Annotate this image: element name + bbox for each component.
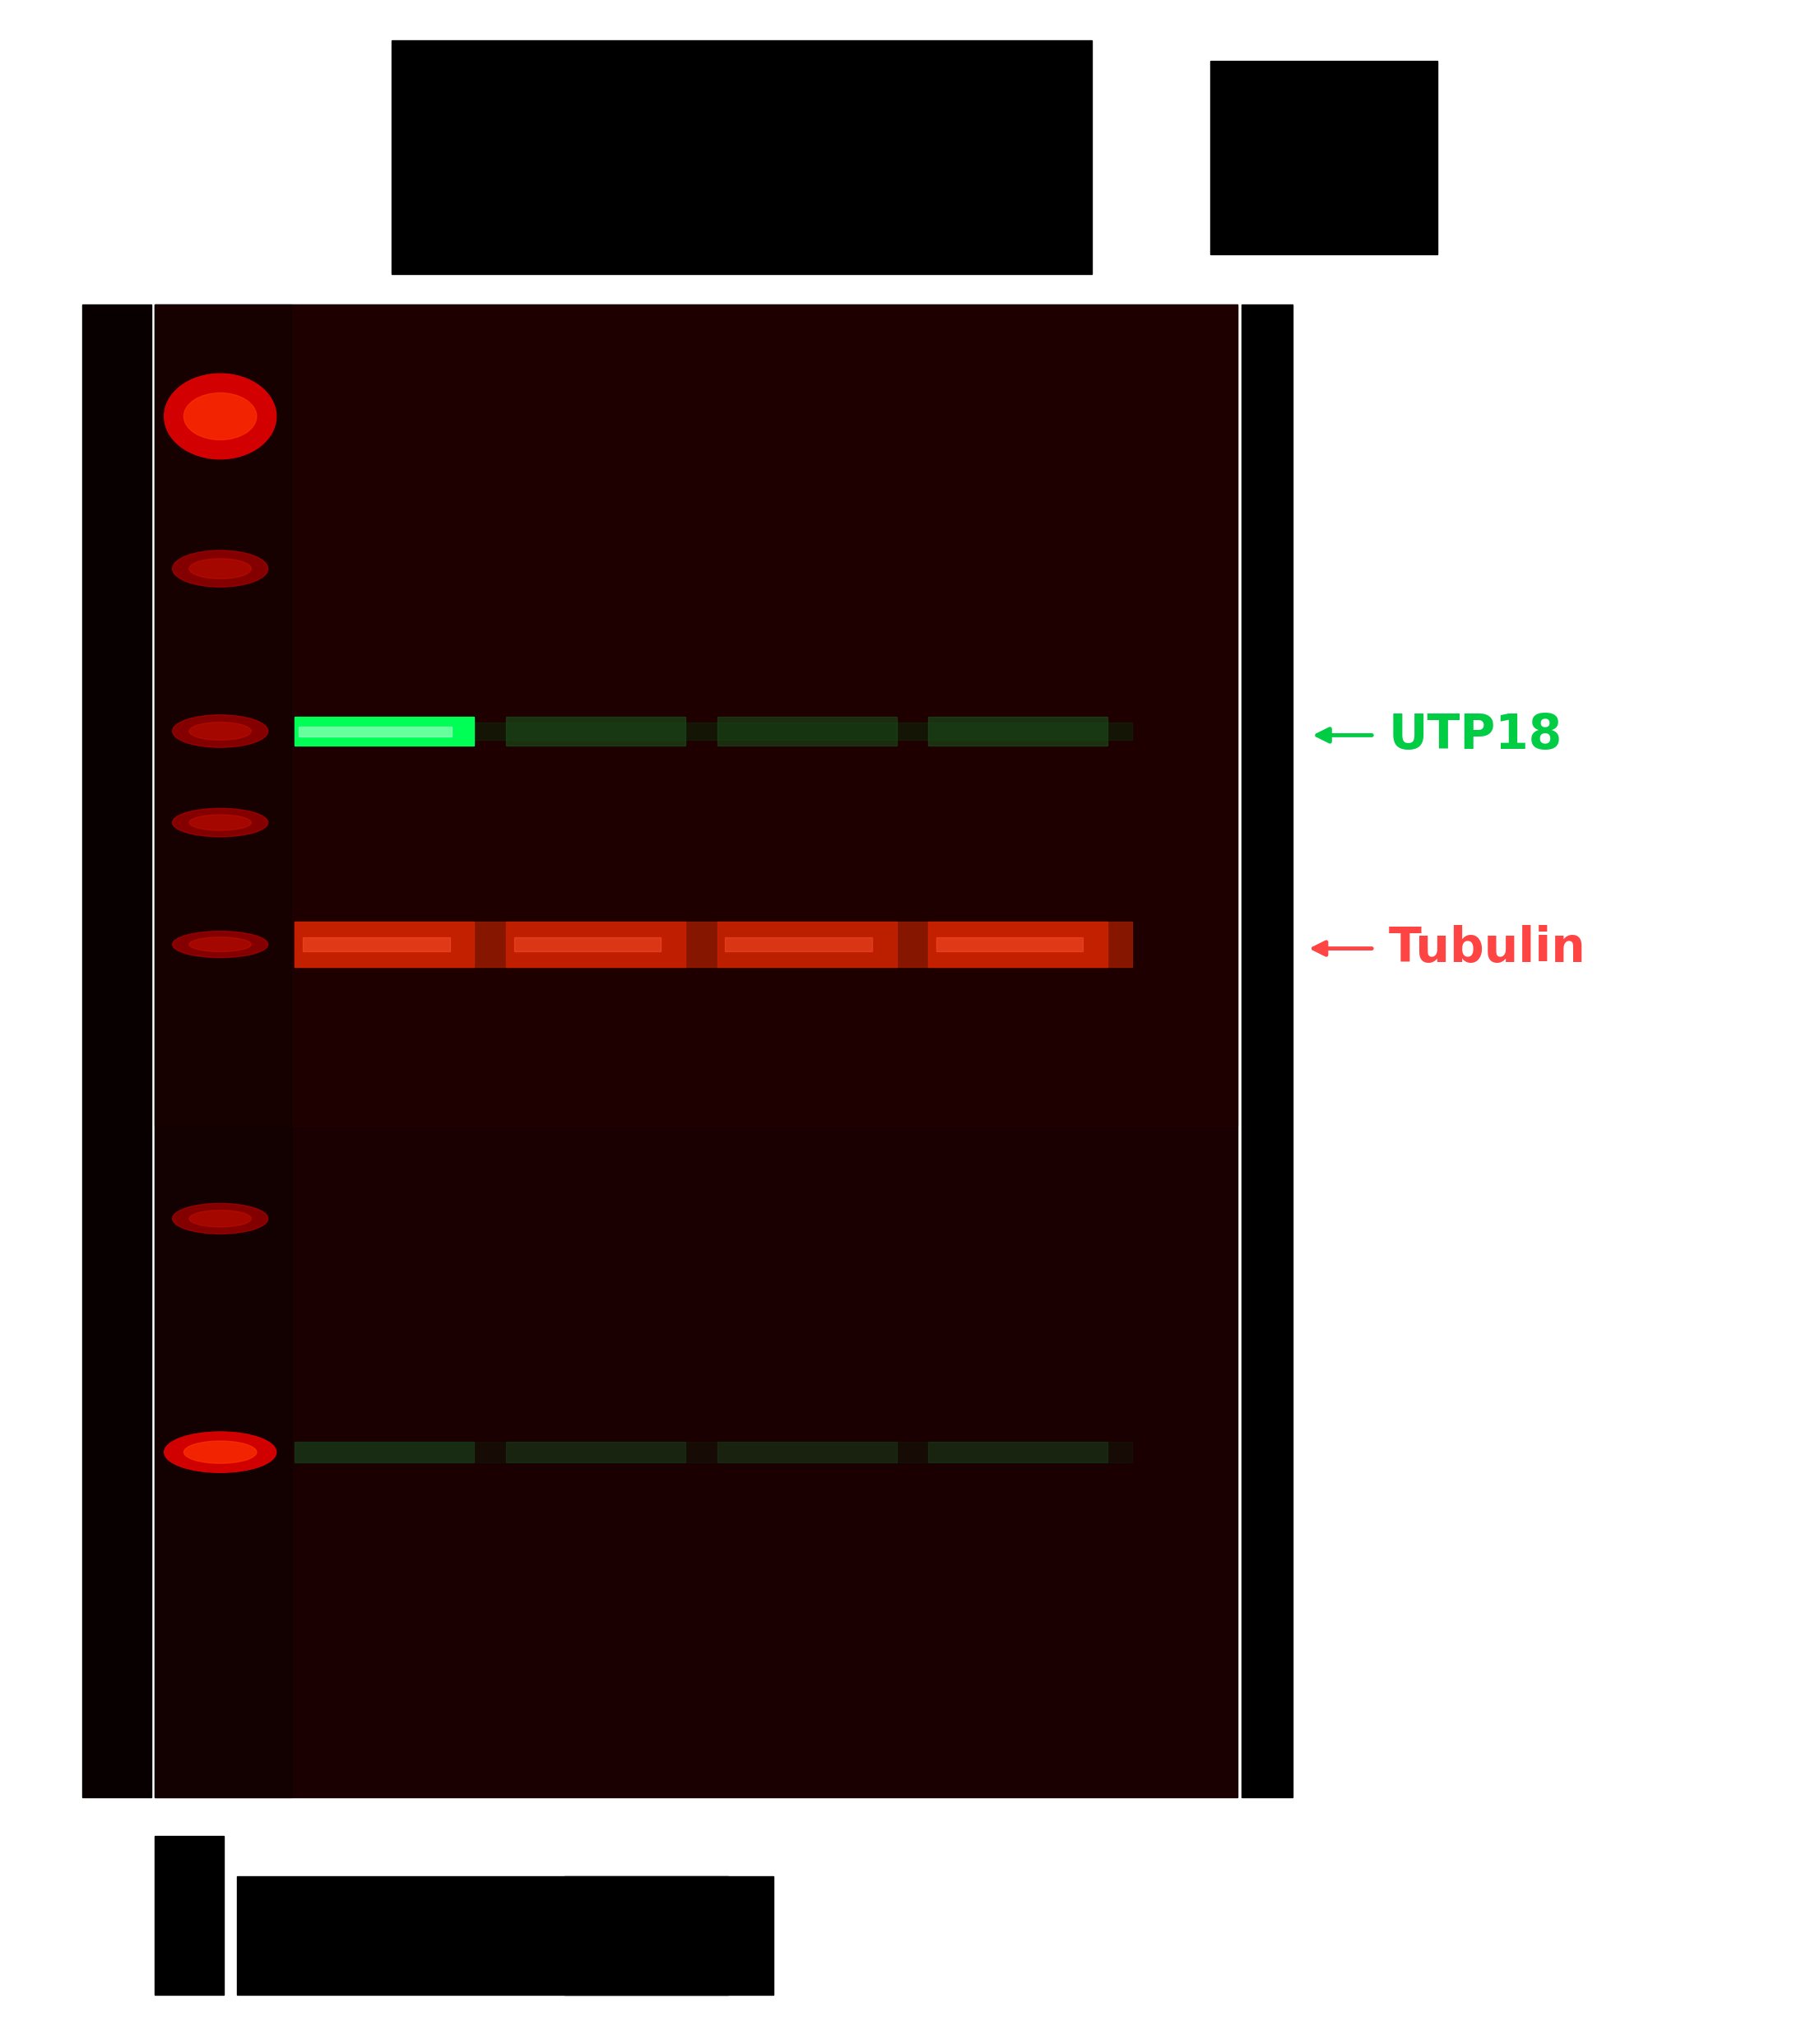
- Bar: [1241, 305, 1292, 1797]
- Bar: [935, 938, 1083, 951]
- Ellipse shape: [189, 814, 251, 831]
- Bar: [928, 922, 1108, 967]
- Ellipse shape: [184, 1442, 257, 1462]
- Bar: [302, 938, 450, 951]
- Bar: [564, 1877, 774, 1994]
- Ellipse shape: [173, 930, 268, 957]
- Ellipse shape: [173, 715, 268, 747]
- Bar: [155, 305, 1238, 1125]
- Ellipse shape: [173, 550, 268, 587]
- Bar: [155, 305, 1238, 1797]
- Ellipse shape: [189, 559, 251, 579]
- Ellipse shape: [189, 1210, 251, 1227]
- Bar: [295, 1442, 475, 1462]
- Bar: [155, 305, 291, 1797]
- Bar: [724, 938, 872, 951]
- Ellipse shape: [164, 374, 277, 459]
- Bar: [717, 922, 897, 967]
- Text: UTP18: UTP18: [1389, 711, 1563, 760]
- Bar: [155, 1836, 224, 1994]
- Bar: [237, 1877, 728, 1994]
- Ellipse shape: [164, 1432, 277, 1472]
- Bar: [506, 1442, 686, 1462]
- Bar: [928, 717, 1108, 745]
- Bar: [295, 717, 475, 745]
- Text: Tubulin: Tubulin: [1389, 924, 1585, 973]
- Ellipse shape: [189, 936, 251, 953]
- Bar: [928, 1442, 1108, 1462]
- Bar: [1210, 61, 1438, 254]
- Bar: [717, 1442, 897, 1462]
- Ellipse shape: [173, 808, 268, 837]
- Bar: [295, 922, 1132, 967]
- Bar: [506, 717, 686, 745]
- Ellipse shape: [173, 1202, 268, 1233]
- Bar: [513, 938, 661, 951]
- Bar: [82, 305, 151, 1797]
- Bar: [295, 723, 1132, 739]
- Bar: [298, 727, 451, 737]
- Ellipse shape: [184, 392, 257, 441]
- Bar: [391, 41, 1092, 274]
- Bar: [717, 717, 897, 745]
- Bar: [506, 922, 686, 967]
- Ellipse shape: [189, 723, 251, 739]
- Bar: [295, 1442, 1132, 1462]
- Bar: [295, 922, 475, 967]
